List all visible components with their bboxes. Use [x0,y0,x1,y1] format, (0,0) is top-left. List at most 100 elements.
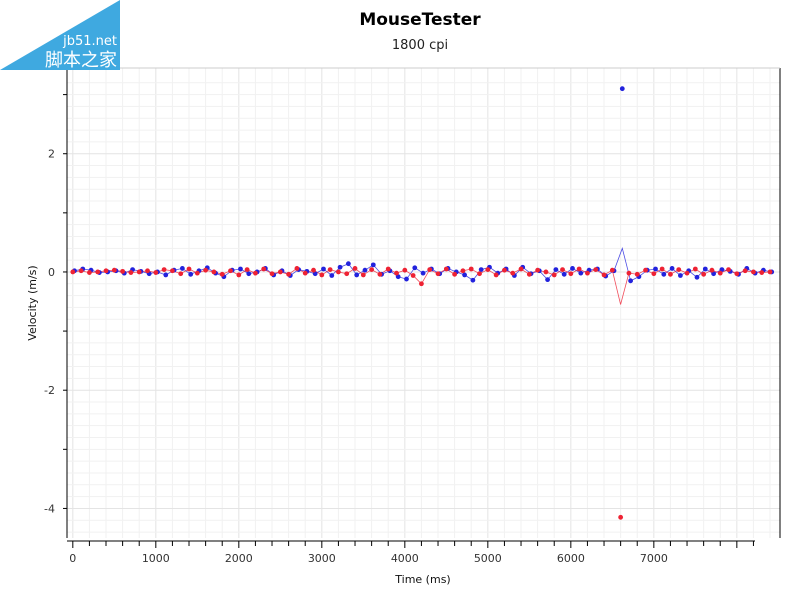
data-point [228,268,233,274]
data-point [120,268,126,274]
data-point [203,267,209,273]
data-point [385,266,391,272]
data-point [709,267,715,273]
data-point [585,270,590,276]
data-point [294,266,300,271]
data-point [502,267,507,273]
data-point [470,277,476,283]
data-point [161,267,167,272]
data-point [163,272,169,278]
x-axis-label: Time (ms) [394,573,450,586]
data-point [578,270,584,276]
tick-labels: 0 1000 2000 3000 4000 5000 6000 7000 2 0 -2 -4 [44,148,668,565]
data-point [485,267,491,272]
data-point [354,272,360,278]
data-point [661,271,667,277]
data-point [362,267,368,273]
data-point [369,267,375,272]
data-point [659,266,665,272]
y-tick-label: 2 [48,148,55,161]
data-point [702,266,708,272]
data-point [545,277,550,283]
data-point [576,266,582,272]
chart-subtitle: 1800 cpi [391,38,449,53]
y-axis-label: Velocity (m/s) [26,265,39,340]
data-point [452,271,458,277]
data-point [767,269,773,275]
data-point [311,267,316,273]
data-point [145,268,150,274]
data-point [128,270,134,275]
data-point [570,266,575,271]
watermark-logo: jb51.net 脚本之家 [0,0,120,70]
x-tick-label: 0 [69,552,76,565]
data-point [593,267,599,272]
data-point [626,270,632,276]
data-point [412,265,418,271]
data-point [742,268,748,274]
axes [63,67,781,548]
data-point [103,268,109,274]
data-point [420,270,426,276]
data-point [394,270,399,276]
x-tick-label: 7000 [640,552,668,565]
data-point [377,271,383,277]
x-tick-label: 6000 [557,552,585,565]
data-point [277,269,283,275]
data-point [360,272,366,278]
data-point [443,266,449,272]
data-point [462,272,467,278]
data-point [178,271,184,277]
data-point [329,273,335,278]
data-point [345,261,351,267]
data-point [419,281,424,287]
data-point [526,271,532,277]
x-tick-label: 1000 [142,552,170,565]
data-point [261,266,267,272]
data-point [170,268,175,274]
data-point [87,270,92,275]
data-point [78,268,84,274]
data-point [111,267,117,273]
data-point [619,86,625,92]
data-point [246,271,252,277]
y-tick-label: 0 [48,266,55,279]
data-point [186,266,192,272]
data-point [560,267,565,272]
data-point [460,268,466,274]
data-point [651,271,657,277]
data-point [402,267,408,273]
data-point [568,271,574,277]
data-point [677,273,683,278]
data-point [510,270,516,276]
data-point [70,269,76,275]
data-point [717,270,723,276]
data-point [136,269,142,275]
data-point [653,266,658,272]
data-point [321,266,326,272]
data-point [643,267,648,273]
data-point [553,267,559,272]
data-point [188,271,194,277]
data-point [95,269,101,275]
data-point [153,270,159,275]
data-point [609,267,615,273]
grid [67,68,780,538]
data-point [337,264,343,270]
x-tick-label: 5000 [474,552,502,565]
data-point [478,267,484,272]
data-point [179,266,185,271]
data-point [692,266,698,272]
data-point [669,266,675,271]
svg-text:脚本之家: 脚本之家 [45,50,117,70]
data-point [468,266,474,272]
data-point [734,271,740,277]
data-point [726,267,731,272]
svg-text:jb51.net: jb51.net [62,34,117,49]
data-point [238,266,243,272]
data-point [286,271,292,277]
data-point [336,269,341,275]
data-point [269,271,275,277]
data-point [543,269,549,275]
